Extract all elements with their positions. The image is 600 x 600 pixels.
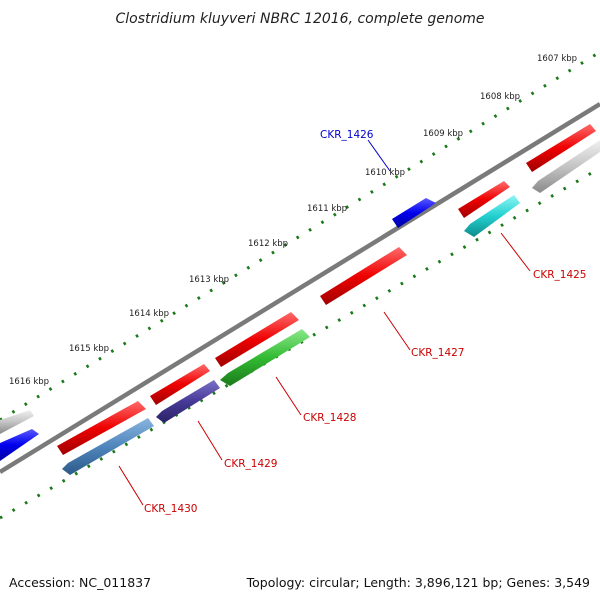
scale-label: 1616 kbp — [9, 377, 49, 387]
genome-backbone — [0, 102, 600, 474]
gene-arrow — [464, 195, 520, 237]
gene-arrow — [320, 247, 407, 305]
label-leaders — [118, 139, 531, 506]
gene-arrow — [150, 364, 210, 405]
scale-label: 1614 kbp — [129, 309, 169, 319]
gene-label-ckr1429: CKR_1429 — [224, 458, 277, 470]
scale-label: 1612 kbp — [248, 239, 288, 249]
topology-text: Topology: circular; Length: 3,896,121 bp… — [246, 575, 590, 590]
gene-arrow — [215, 312, 299, 367]
map-title: Clostridium kluyveri NBRC 12016, complet… — [115, 11, 484, 27]
gene-arrow — [526, 124, 596, 172]
gene-arrow — [532, 140, 600, 193]
scale-label: 1610 kbp — [365, 168, 405, 178]
outer-tick-ring — [0, 50, 600, 422]
gene-arrow — [0, 429, 39, 461]
gene-label-ckr1426: CKR_1426 — [320, 129, 374, 141]
scale-label: 1608 kbp — [480, 92, 520, 102]
gene-arrow — [156, 380, 220, 423]
gene-arrow — [57, 401, 146, 455]
gene-arrow — [220, 329, 310, 386]
gene-arrow-cdk1425 — [458, 181, 510, 218]
gene-label-ckr1427: CKR_1427 — [411, 347, 464, 359]
gene-label-ckr1430: CKR_1430 — [144, 503, 197, 515]
scale-label: 1607 kbp — [537, 54, 577, 64]
scale-label: 1615 kbp — [69, 344, 109, 354]
gene-arrow — [0, 410, 34, 434]
gene-label-ckr1425: CKR_1425 — [533, 269, 586, 281]
accession-text: Accession: NC_011837 — [9, 575, 151, 590]
scale-label: 1613 kbp — [189, 275, 229, 285]
gene-arrow — [392, 198, 436, 228]
scale-label: 1609 kbp — [423, 129, 463, 139]
scale-label: 1611 kbp — [307, 204, 347, 214]
scale-labels: 1607 kbp 1608 kbp 1609 kbp 1610 kbp 1611… — [9, 54, 577, 387]
gene-arrow — [62, 418, 154, 475]
gene-labels: CKR_1426 CKR_1425 CKR_1427 CKR_1428 CKR_… — [144, 129, 586, 515]
reverse-strand-genes — [62, 140, 600, 475]
forward-strand-genes — [0, 124, 596, 461]
gene-label-ckr1428: CKR_1428 — [303, 412, 356, 424]
